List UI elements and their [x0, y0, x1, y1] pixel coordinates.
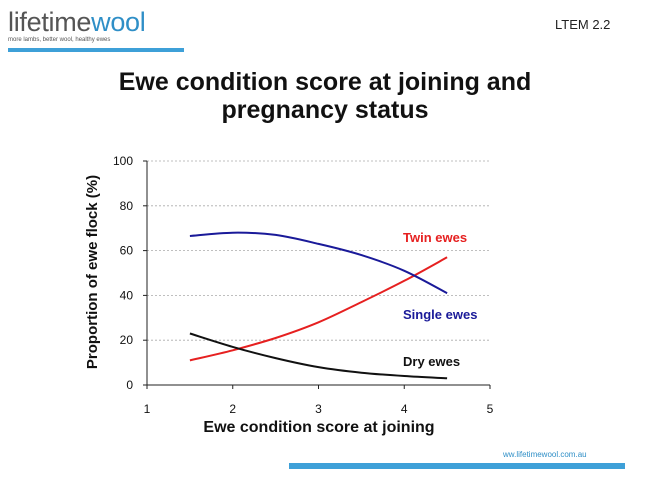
series-line-single-ewes	[189, 231, 448, 295]
grid-lines	[147, 160, 490, 341]
y-tick-label: 40	[120, 288, 134, 302]
series-label-dry-ewes: Dry ewes	[403, 354, 460, 369]
y-tick-label: 100	[113, 154, 133, 168]
footer-url: ww.lifetimewool.com.au	[503, 450, 587, 459]
slide-code: LTEM 2.2	[555, 17, 611, 32]
logo-tagline: more lambs, better wool, healthy ewes	[8, 37, 111, 43]
series-label-twin-ewes: Twin ewes	[403, 230, 467, 245]
series-line-twin-ewes	[189, 256, 448, 362]
x-tick-label: 4	[401, 402, 408, 416]
labels: Twin ewes Single ewes Dry ewes	[403, 230, 477, 369]
logo-primary: lifetime	[8, 7, 92, 37]
y-axis-label: Proportion of ewe flock (%)	[84, 175, 101, 369]
series-line-dry-ewes	[189, 332, 448, 380]
logo-wordmark: lifetimewool	[8, 8, 188, 36]
x-axis-label: Ewe condition score at joining	[203, 419, 434, 436]
logo-underline	[8, 48, 184, 52]
y-tick-label: 60	[120, 244, 134, 258]
x-tick-label: 5	[487, 402, 494, 416]
chart-title: Ewe condition score at joining and pregn…	[118, 68, 532, 124]
x-tick-label: 3	[315, 402, 322, 416]
footer-bar	[289, 463, 625, 469]
x-tick-label: 2	[229, 402, 236, 416]
x-tick-label: 1	[144, 402, 151, 416]
y-tick-label: 80	[120, 199, 134, 213]
y-tick-label: 0	[126, 378, 133, 392]
series-label-single-ewes: Single ewes	[403, 307, 477, 322]
series-lines	[189, 231, 448, 380]
logo-accent: wool	[91, 7, 146, 37]
axes: 0 20 40 60 80 100 1 2 3 4 5	[113, 154, 494, 416]
logo: lifetimewool more lambs, better wool, he…	[8, 8, 188, 52]
y-tick-label: 20	[120, 333, 134, 347]
